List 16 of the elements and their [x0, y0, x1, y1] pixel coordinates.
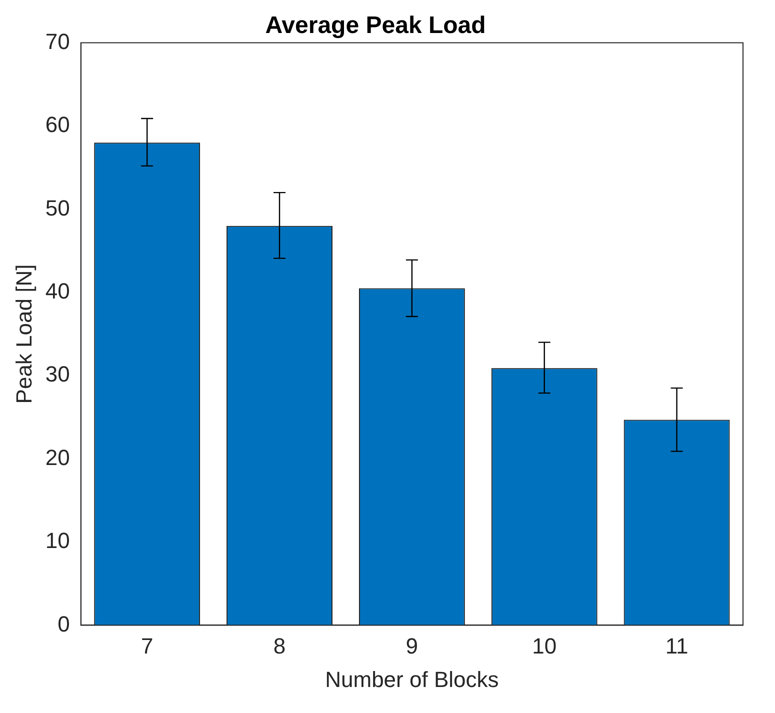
y-tick-label: 30: [45, 362, 70, 387]
x-tick-label: 8: [273, 633, 286, 658]
y-tick-label: 50: [45, 195, 70, 220]
x-tick-label: 9: [406, 633, 418, 658]
x-tick-label: 10: [532, 633, 557, 658]
x-axis-title: Number of Blocks: [325, 666, 499, 692]
y-tick-label: 60: [45, 112, 70, 138]
y-tick-label: 70: [45, 28, 70, 54]
y-tick-label: 0: [58, 611, 70, 636]
chart-title: Average Peak Load: [265, 12, 486, 40]
y-tick-label: 40: [45, 278, 70, 304]
y-axis-title: Peak Load [N]: [11, 264, 36, 404]
y-tick-label: 20: [45, 444, 70, 470]
x-tick-label: 7: [140, 633, 154, 658]
x-tick-label: 11: [665, 633, 688, 658]
y-tick-label: 10: [45, 528, 70, 554]
